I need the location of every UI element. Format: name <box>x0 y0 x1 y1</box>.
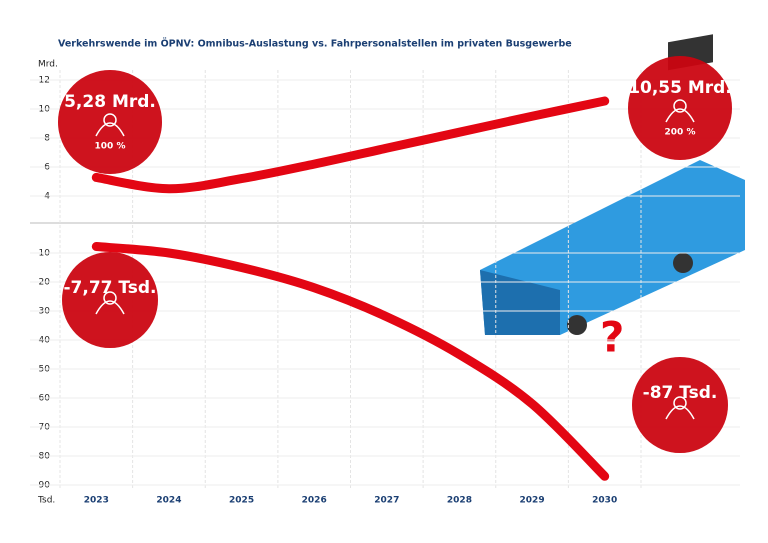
bubble-shade <box>628 56 732 160</box>
icon <box>95 291 125 315</box>
bubble-shade <box>632 357 728 453</box>
chart-title: Verkehrswende im ÖPNV: Omnibus-Auslastun… <box>58 39 572 50</box>
x-tick-label: 2024 <box>156 496 181 506</box>
x-tick-label: 2026 <box>302 496 327 506</box>
bubble-shade <box>58 70 162 174</box>
line <box>91 96 610 194</box>
bubble-shade <box>62 252 158 348</box>
bubble <box>632 357 728 453</box>
bubble <box>628 56 732 160</box>
bubble <box>58 70 162 174</box>
x-tick-label: 2023 <box>84 496 109 506</box>
data-note: 200 % <box>665 128 696 138</box>
x-tick-label: 2028 <box>447 496 472 506</box>
axis-unit: Tsd. <box>37 496 55 506</box>
icon <box>665 99 695 123</box>
icon <box>95 113 125 137</box>
line <box>91 242 610 481</box>
data-label: -87 Tsd. <box>643 383 718 403</box>
bubble <box>62 252 158 348</box>
axis-unit: Mrd. <box>38 60 58 70</box>
data-label: 10,55 Mrd. <box>628 78 732 98</box>
x-tick-label: 2029 <box>520 496 545 506</box>
x-tick-label: 2027 <box>374 496 399 506</box>
data-label: 5,28 Mrd. <box>64 92 156 112</box>
x-tick-label: 2030 <box>592 496 617 506</box>
svg-text:?: ? <box>600 313 624 362</box>
icon <box>665 396 695 420</box>
data-label: -7,77 Tsd. <box>63 278 156 298</box>
x-tick-label: 2025 <box>229 496 254 506</box>
data-note: 100 % <box>95 142 126 152</box>
